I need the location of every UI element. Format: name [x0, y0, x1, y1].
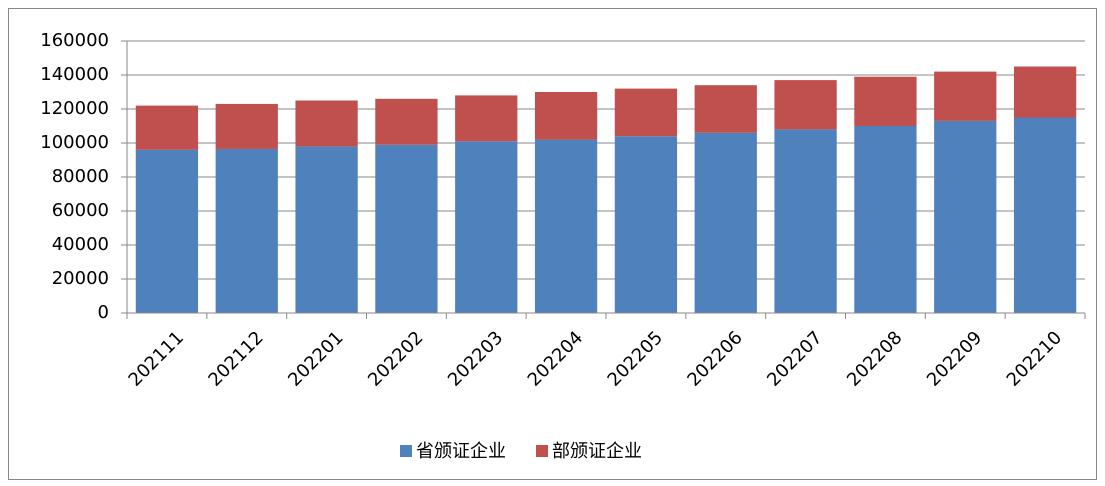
bar-segment [934, 72, 996, 121]
chart: 0 20000 40000 60000 80000 100000 120000 140000 1… [0, 0, 1105, 486]
bar-segment [455, 141, 517, 313]
y-tick-label: 0 [98, 302, 109, 323]
bar-segment [535, 140, 597, 313]
bar-segment [774, 129, 836, 313]
y-tick-label: 120000 [40, 98, 109, 119]
bar-segment [695, 85, 757, 133]
bar-segment [854, 126, 916, 313]
bar-segment [136, 150, 198, 313]
bar-segment [375, 99, 437, 145]
y-tick-label: 20000 [52, 268, 109, 289]
bar-segment [774, 80, 836, 129]
legend-swatch [536, 445, 548, 457]
bar-segment [295, 101, 357, 147]
bar-segment [535, 92, 597, 140]
bar-segment [854, 77, 916, 126]
bar-segment [1014, 118, 1076, 314]
legend-label: 部颁证企业 [552, 441, 642, 462]
y-tick-label: 60000 [52, 200, 109, 221]
bar-segment [375, 145, 437, 313]
bar-segment [1014, 67, 1076, 118]
bar-segment [615, 136, 677, 313]
y-tick-label: 160000 [40, 30, 109, 51]
y-tick-label: 40000 [52, 234, 109, 255]
bar-segment [934, 121, 996, 313]
bar-segment [615, 89, 677, 137]
legend-swatch [400, 445, 412, 457]
bar-segment [295, 146, 357, 313]
bar-segment [216, 149, 278, 313]
y-tick-label: 100000 [40, 132, 109, 153]
bar-segment [695, 133, 757, 313]
y-tick-label: 140000 [40, 64, 109, 85]
legend-label: 省颁证企业 [416, 441, 506, 462]
bar-segment [455, 95, 517, 141]
y-tick-label: 80000 [52, 166, 109, 187]
bar-segment [136, 106, 198, 150]
bar-segment [216, 104, 278, 149]
